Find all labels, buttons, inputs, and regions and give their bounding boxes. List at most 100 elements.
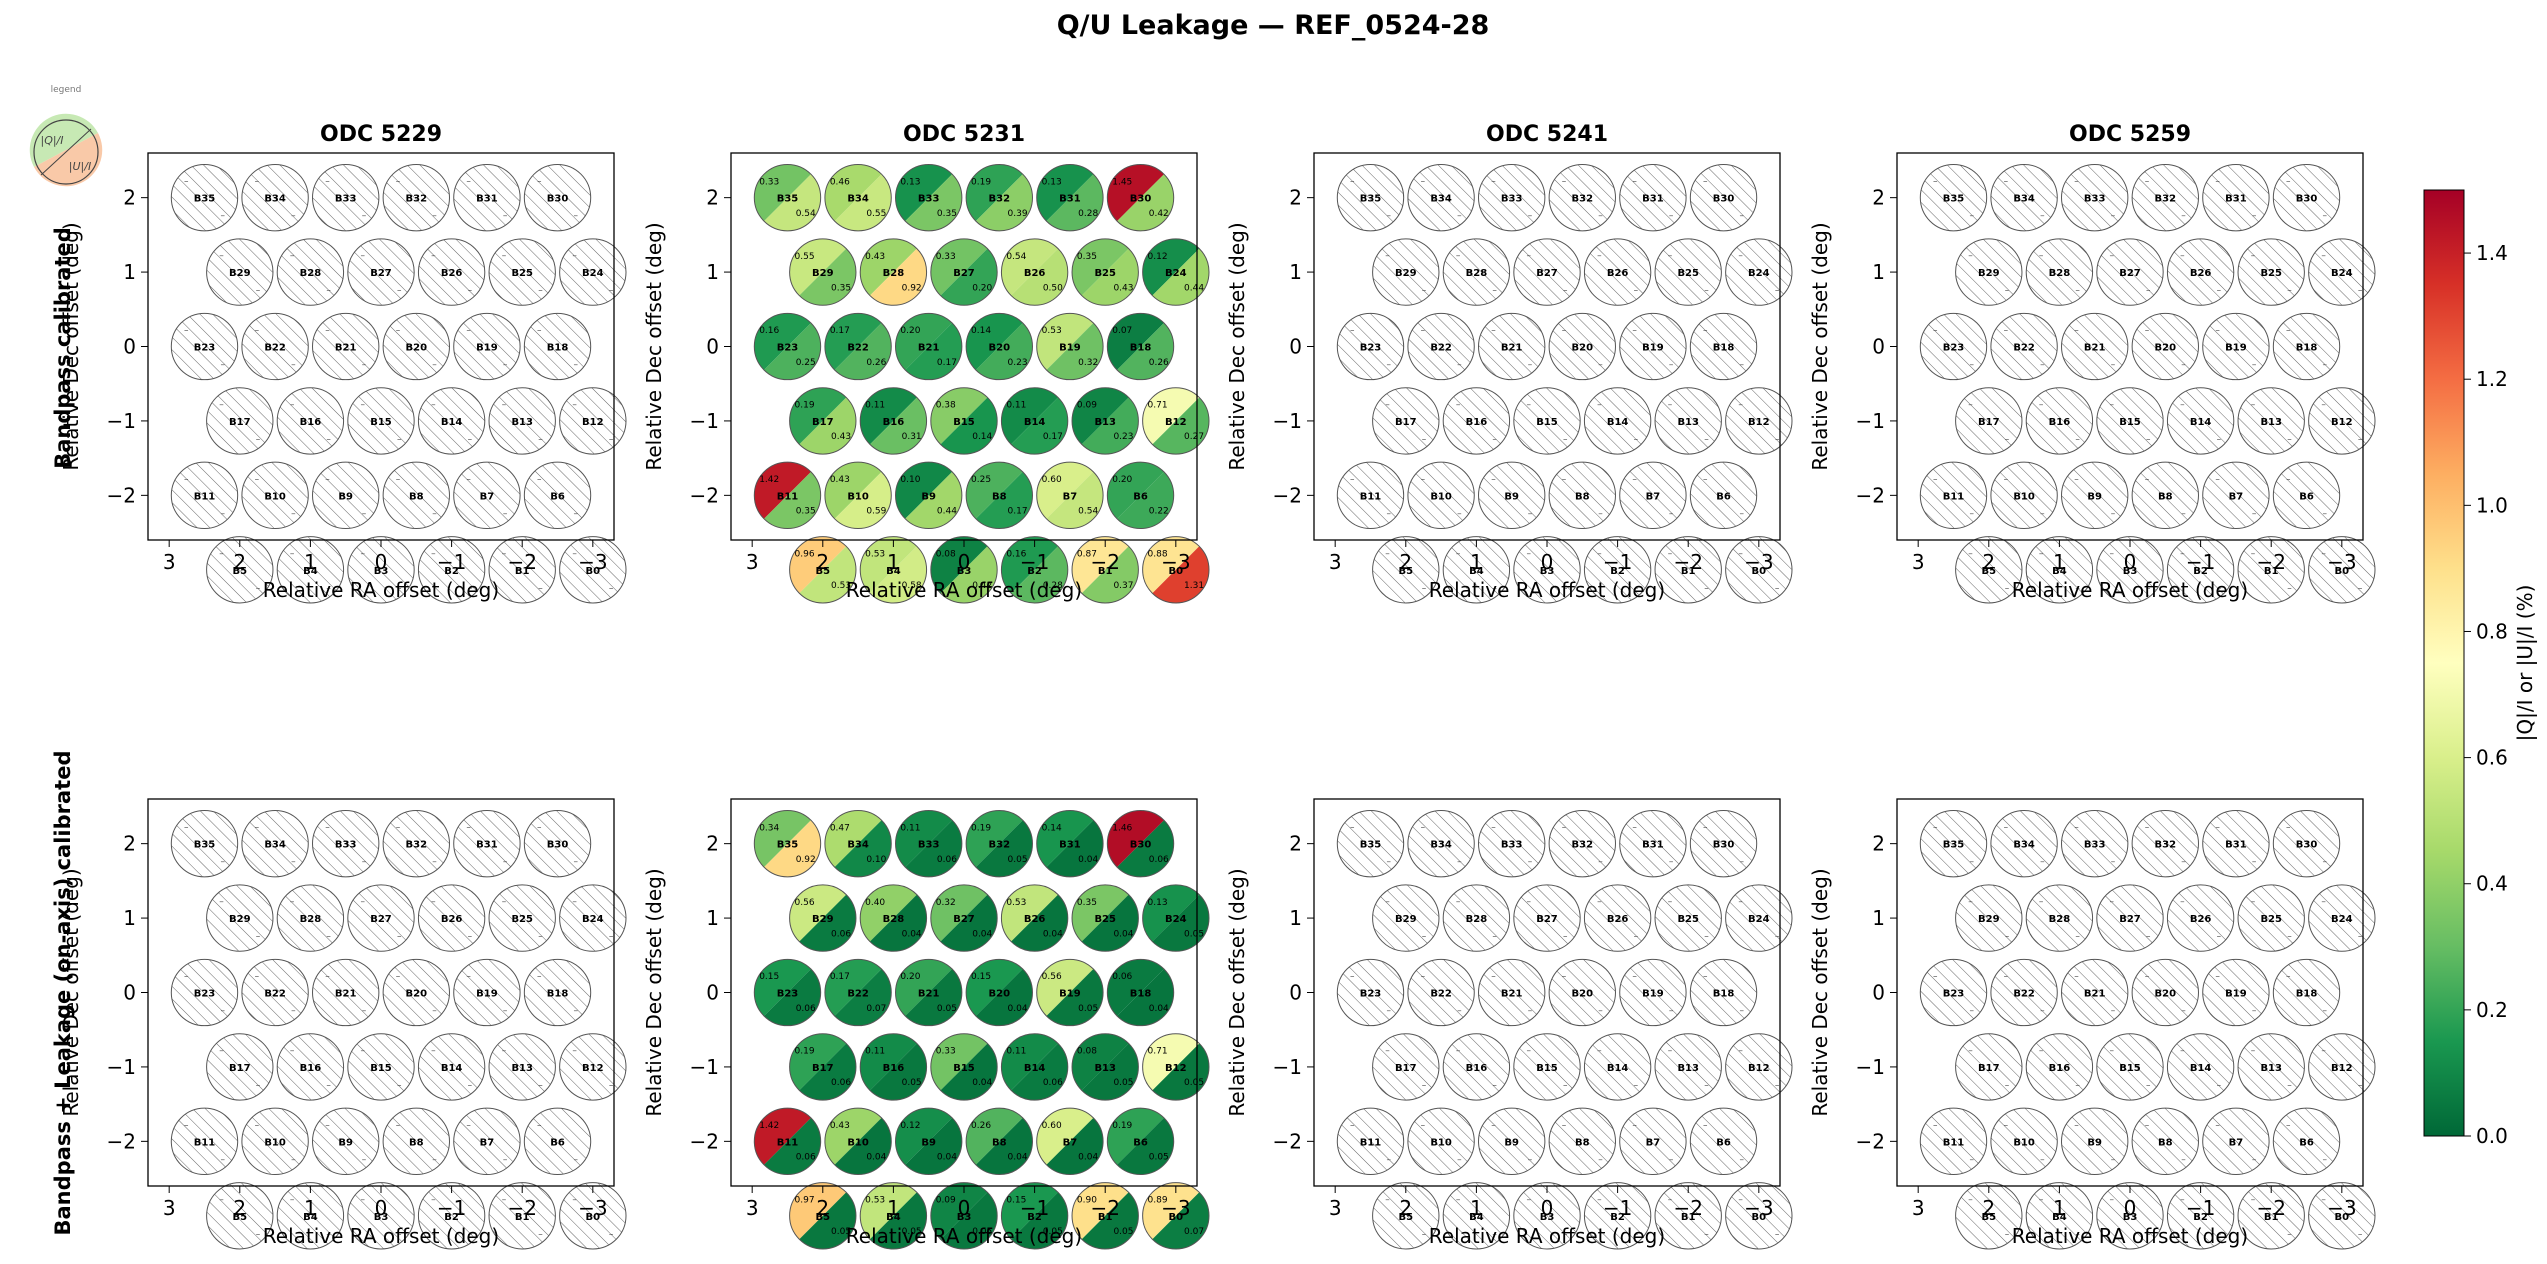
beam-label: B15 [1536, 1063, 1558, 1074]
beam-u-value: 0.35 [937, 209, 957, 219]
beam-hatched [347, 1182, 415, 1250]
beam-B4: ––B4 [1442, 536, 1511, 604]
beam-hatched [2308, 536, 2376, 604]
beam-label: B4 [1469, 566, 1484, 577]
beam-q-half [930, 884, 988, 942]
beam-label: B21 [2084, 989, 2106, 1000]
beam-B26: ––B26 [2166, 238, 2235, 306]
beam-B6: ––B6 [523, 461, 592, 530]
beam-q-half [1001, 387, 1059, 445]
beam-outline [1071, 536, 1139, 604]
beam-outline [1036, 163, 1104, 232]
y-axis-label: Relative Dec offset (deg) [1808, 222, 1832, 470]
beam-label: B1 [515, 566, 530, 577]
beam-q-dash: – [1968, 549, 1973, 559]
beam-q-dash: – [2251, 897, 2256, 907]
beam-u-half [799, 397, 856, 455]
beam-u-dash: – [362, 211, 367, 221]
beam-hatched [1407, 1107, 1475, 1176]
beam-hatched [1990, 163, 2058, 232]
beam-q-half [1142, 238, 1200, 296]
beam-q-half [1036, 462, 1094, 519]
beam-label: B19 [1059, 343, 1081, 354]
beam-hatched [1478, 1107, 1546, 1176]
beam-q-value: 0.07 [1112, 326, 1132, 336]
beam-label: B3 [374, 566, 389, 577]
beam-label: B10 [847, 491, 869, 502]
y-tick-label: 0 [123, 335, 136, 359]
beam-u-dash: – [291, 211, 296, 221]
beam-B3: ––B3 [347, 1182, 415, 1250]
beam-u-half [1081, 894, 1139, 952]
beam-label: B17 [229, 1063, 251, 1074]
beam-q-dash: – [1668, 400, 1673, 410]
beam-q-dash: – [431, 1046, 436, 1056]
beam-u-value: 0.50 [1043, 283, 1063, 293]
beam-label: B18 [547, 343, 569, 354]
beam-hatched [1689, 312, 1758, 381]
beam-u-dash: – [2040, 211, 2045, 221]
y-tick-label: 1 [1289, 906, 1302, 930]
beam-u-dash: – [2181, 1155, 2186, 1165]
x-tick-label: 3 [1912, 550, 1925, 574]
beam-outline [1036, 958, 1104, 1027]
beam-q-dash: – [2180, 897, 2185, 907]
beam-hatched [1548, 312, 1616, 381]
beam-q-half [1001, 1182, 1059, 1240]
beam-hatched [347, 1033, 415, 1101]
beam-u-half [799, 894, 856, 952]
beam-u-half [1152, 894, 1210, 952]
beam-hatched [1619, 809, 1687, 878]
beam-outline [965, 958, 1033, 1027]
beam-u-dash: – [503, 857, 508, 867]
beam-q-dash: – [396, 326, 401, 336]
beam-u-dash: – [362, 1006, 367, 1016]
beam-u-value: 0.43 [1113, 283, 1133, 293]
beam-B28: ––B28 [1442, 884, 1511, 952]
beam-q-dash: – [2286, 972, 2291, 982]
beam-hatched [2202, 163, 2270, 232]
beam-hatched [1725, 536, 1793, 604]
beam-B24: ––B24 [1725, 884, 1793, 952]
beam-u-dash: – [1634, 286, 1639, 296]
beam-outline [930, 536, 998, 604]
beam-B26: ––B26 [1583, 238, 1652, 306]
beam-outline [965, 809, 1033, 878]
beam-u-dash: – [2075, 286, 2080, 296]
beam-q-value: 0.71 [1148, 1047, 1168, 1057]
beam-outline [1071, 238, 1139, 306]
beam-u-half [764, 174, 821, 231]
beam-hatched [417, 238, 486, 306]
beam-label: B32 [2155, 840, 2177, 851]
beam-hatched [2202, 958, 2270, 1027]
beam-u-value: 0.17 [1008, 507, 1028, 517]
beam-label: B17 [1395, 417, 1417, 428]
beam-u-dash: – [1969, 509, 1974, 519]
beam-label: B9 [921, 491, 936, 502]
y-tick-label: 2 [706, 186, 719, 210]
beam-hatched [2202, 461, 2270, 530]
x-tick-label: 1 [1470, 550, 1483, 574]
beam-q-dash: – [1933, 326, 1938, 336]
beam-q-half [789, 387, 847, 445]
beam-hatched [2096, 1182, 2164, 1250]
beam-u-dash: – [1598, 1006, 1603, 1016]
beam-hatched [1955, 536, 2023, 604]
beam-q-half [1142, 536, 1200, 594]
beam-B19: ––B19 [2202, 958, 2270, 1027]
beam-B11: ––B11 [1919, 461, 1988, 530]
beam-q-half [1036, 959, 1094, 1016]
beam-q-dash: – [1385, 251, 1390, 261]
beam-u-value: 0.27 [1184, 432, 1204, 442]
beam-u-dash: – [2217, 434, 2222, 444]
beam-u-value: 0.06 [796, 1004, 816, 1014]
beam-B30: ––B30 [1689, 163, 1758, 232]
beam-q-half [930, 536, 988, 594]
beam-B34: ––B34 [1990, 809, 2058, 878]
beam-B32: ––B32 [382, 809, 450, 878]
beam-outline [789, 387, 857, 455]
beam-hatched [312, 1107, 380, 1176]
beam-label: B15 [1536, 417, 1558, 428]
beam-q-dash: – [1421, 823, 1426, 833]
